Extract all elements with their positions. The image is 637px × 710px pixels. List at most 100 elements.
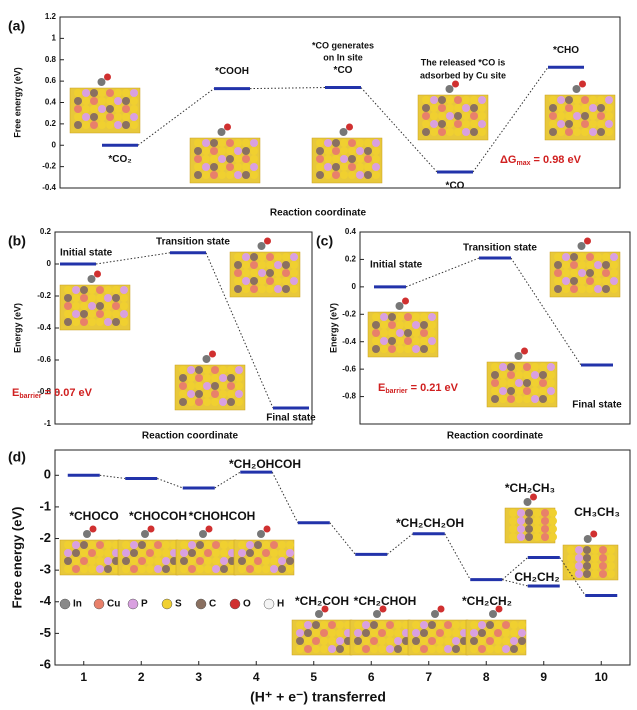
atom [114, 97, 122, 105]
atom [234, 253, 242, 261]
atom [523, 395, 531, 403]
atom [394, 629, 402, 637]
atom [573, 96, 581, 104]
atom [430, 128, 438, 136]
atom [589, 128, 597, 136]
y-tick-label: -6 [39, 656, 51, 671]
atom [565, 128, 573, 136]
atom [320, 645, 328, 653]
atom [130, 105, 138, 113]
atom [502, 629, 510, 637]
atom [452, 629, 460, 637]
y-tick-label: 1 [52, 33, 57, 42]
atom [541, 533, 549, 541]
atom [378, 621, 386, 629]
atom [88, 318, 96, 326]
atom [290, 277, 298, 285]
atom [250, 139, 258, 147]
atom [250, 147, 258, 155]
atom [575, 570, 583, 578]
note-sub: max [516, 160, 530, 167]
atom [203, 390, 211, 398]
y-axis-label: Energy (eV) [328, 303, 338, 353]
x-tick-label: 3 [195, 670, 202, 684]
legend-label: In [73, 599, 82, 610]
atom [290, 269, 298, 277]
atom [154, 565, 162, 573]
atom [502, 645, 510, 653]
atom [162, 557, 170, 565]
adsorbate [572, 85, 581, 93]
level-label: *CHOHCOH [189, 509, 256, 523]
atom [509, 517, 517, 525]
atom [502, 637, 510, 645]
atom [370, 621, 378, 629]
atom [328, 645, 336, 653]
atom [494, 637, 502, 645]
connector [444, 533, 471, 580]
atom [234, 163, 242, 171]
atom [420, 621, 428, 629]
atom [202, 155, 210, 163]
atom [194, 171, 202, 179]
legend-swatch [195, 598, 207, 610]
atom [227, 366, 235, 374]
atom [478, 629, 486, 637]
y-tick-label: 0 [44, 467, 51, 482]
atom [470, 104, 478, 112]
adsorbate [83, 530, 91, 538]
atom [533, 509, 541, 517]
atom [394, 621, 402, 629]
structure-image [117, 525, 179, 576]
atom [238, 541, 246, 549]
atom [234, 155, 242, 163]
atom [98, 89, 106, 97]
atom [372, 147, 380, 155]
note-rest: = 0.07 eV [42, 387, 93, 399]
atom [531, 379, 539, 387]
atom [517, 525, 525, 533]
atom [98, 105, 106, 113]
atom [220, 565, 228, 573]
atom [246, 541, 254, 549]
atom [258, 277, 266, 285]
atom [312, 621, 320, 629]
atom [378, 629, 386, 637]
atom [364, 155, 372, 163]
atom [246, 557, 254, 565]
atom [80, 565, 88, 573]
panel-label: (d) [8, 449, 26, 465]
atom [194, 155, 202, 163]
annotation: on In site [323, 52, 363, 62]
atom [549, 525, 557, 533]
atom [274, 261, 282, 269]
atom [80, 549, 88, 557]
level-label: Final state [572, 400, 622, 411]
atom [422, 120, 430, 128]
atom [254, 541, 262, 549]
atom [428, 645, 436, 653]
atom [578, 269, 586, 277]
atom [122, 565, 130, 573]
atom [340, 171, 348, 179]
y-tick-label: 0.6 [45, 76, 57, 85]
atom [404, 337, 412, 345]
atom [180, 565, 188, 573]
atom [227, 398, 235, 406]
atom [380, 313, 388, 321]
atom [250, 171, 258, 179]
adsorbate [264, 237, 271, 245]
atom [336, 629, 344, 637]
atom [188, 565, 196, 573]
atom [290, 285, 298, 293]
atom [80, 286, 88, 294]
atom [554, 253, 562, 261]
legend-label: H [277, 599, 284, 610]
atom [396, 337, 404, 345]
note-rest: = 0.98 eV [530, 154, 581, 166]
atom [462, 120, 470, 128]
adsorbate [579, 80, 586, 88]
atom [180, 549, 188, 557]
atom [211, 374, 219, 382]
atom [539, 387, 547, 395]
